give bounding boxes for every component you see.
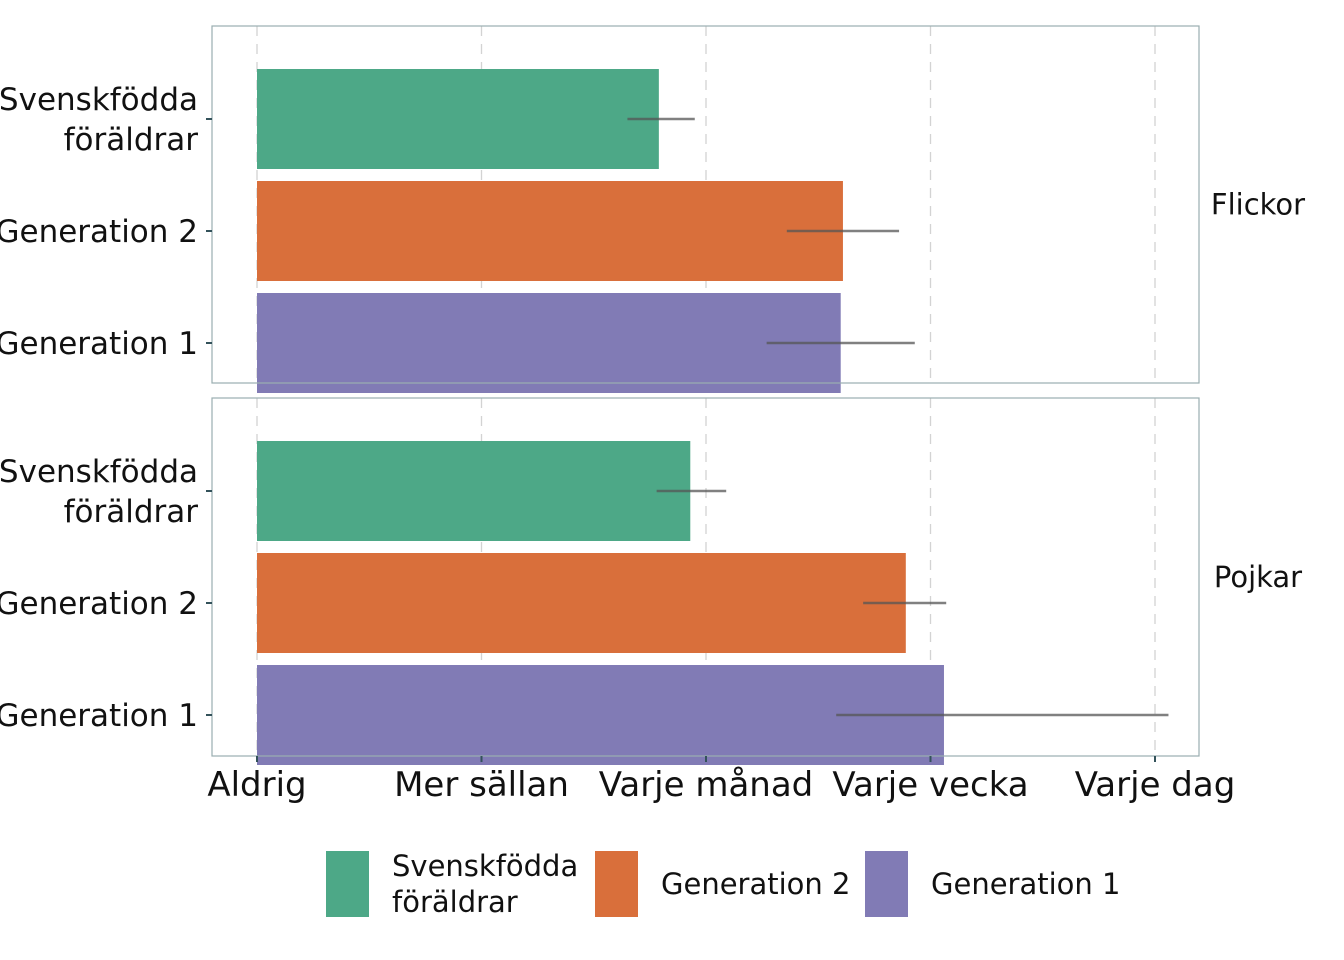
bar-pojkar-generation-2 [257, 553, 906, 653]
y-label-pojkar-generation-2: Generation 2 [0, 586, 198, 622]
x-tick-label-aldrig: Aldrig [207, 765, 306, 805]
y-label-line: föräldrar [64, 122, 199, 158]
legend-label-line: Svenskfödda [392, 849, 578, 883]
bars [257, 69, 944, 765]
legend-key-generation-2 [595, 851, 638, 917]
legend-label-generation-2: Generation 2 [661, 867, 850, 901]
bar-pojkar-svenskfodda-foraldrar [257, 441, 691, 541]
legend-label-line: Generation 2 [661, 867, 850, 901]
bar-flickor-generation-2 [257, 181, 843, 281]
x-tick-label-mer-sallan: Mer sällan [394, 765, 569, 805]
y-label-line: Generation 2 [0, 586, 198, 622]
facet-label-pojkar: Pojkar [1214, 560, 1302, 594]
x-tick-label-varje-dag: Varje dag [1075, 765, 1236, 805]
y-label-flickor-generation-2: Generation 2 [0, 214, 198, 250]
legend-label-generation-1: Generation 1 [931, 867, 1120, 901]
legend-label-line: Generation 1 [931, 867, 1120, 901]
y-label-line: Generation 1 [0, 326, 198, 362]
bar-pojkar-generation-1 [257, 665, 944, 765]
legend-key-svenskfodda-foraldrar [326, 851, 369, 917]
bar-flickor-generation-1 [257, 293, 841, 393]
error-bars [627, 117, 1169, 717]
legend-key-generation-1 [865, 851, 908, 917]
y-label-line: föräldrar [64, 494, 199, 530]
y-label-line: Svenskfödda [0, 82, 198, 118]
axis-labels: Svenskfödda föräldrar Generation 2 Generati… [0, 82, 1305, 805]
legend-label-line: föräldrar [392, 885, 518, 919]
y-label-line: Generation 2 [0, 214, 198, 250]
y-label-line: Svenskfödda [0, 454, 198, 490]
bar-flickor-svenskfodda-foraldrar [257, 69, 659, 169]
legend-label-svenskfodda-foraldrar: Svenskfödda föräldrar [392, 849, 578, 919]
y-label-flickor-generation-1: Generation 1 [0, 326, 198, 362]
legend: Svenskfödda föräldrar Generation 2 Generati… [326, 849, 1120, 919]
panel-frame-flickor [211, 25, 1200, 384]
y-label-flickor-svenskfodda-foraldrar: Svenskfödda föräldrar [0, 82, 198, 158]
y-label-line: Generation 1 [0, 698, 198, 734]
x-tick-label-varje-manad: Varje månad [599, 765, 814, 805]
y-label-pojkar-generation-1: Generation 1 [0, 698, 198, 734]
y-label-pojkar-svenskfodda-foraldrar: Svenskfödda föräldrar [0, 454, 198, 530]
facet-label-flickor: Flickor [1211, 188, 1305, 222]
x-tick-label-varje-vecka: Varje vecka [832, 765, 1028, 805]
